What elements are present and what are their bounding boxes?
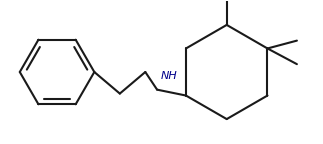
Text: NH: NH <box>161 71 178 81</box>
